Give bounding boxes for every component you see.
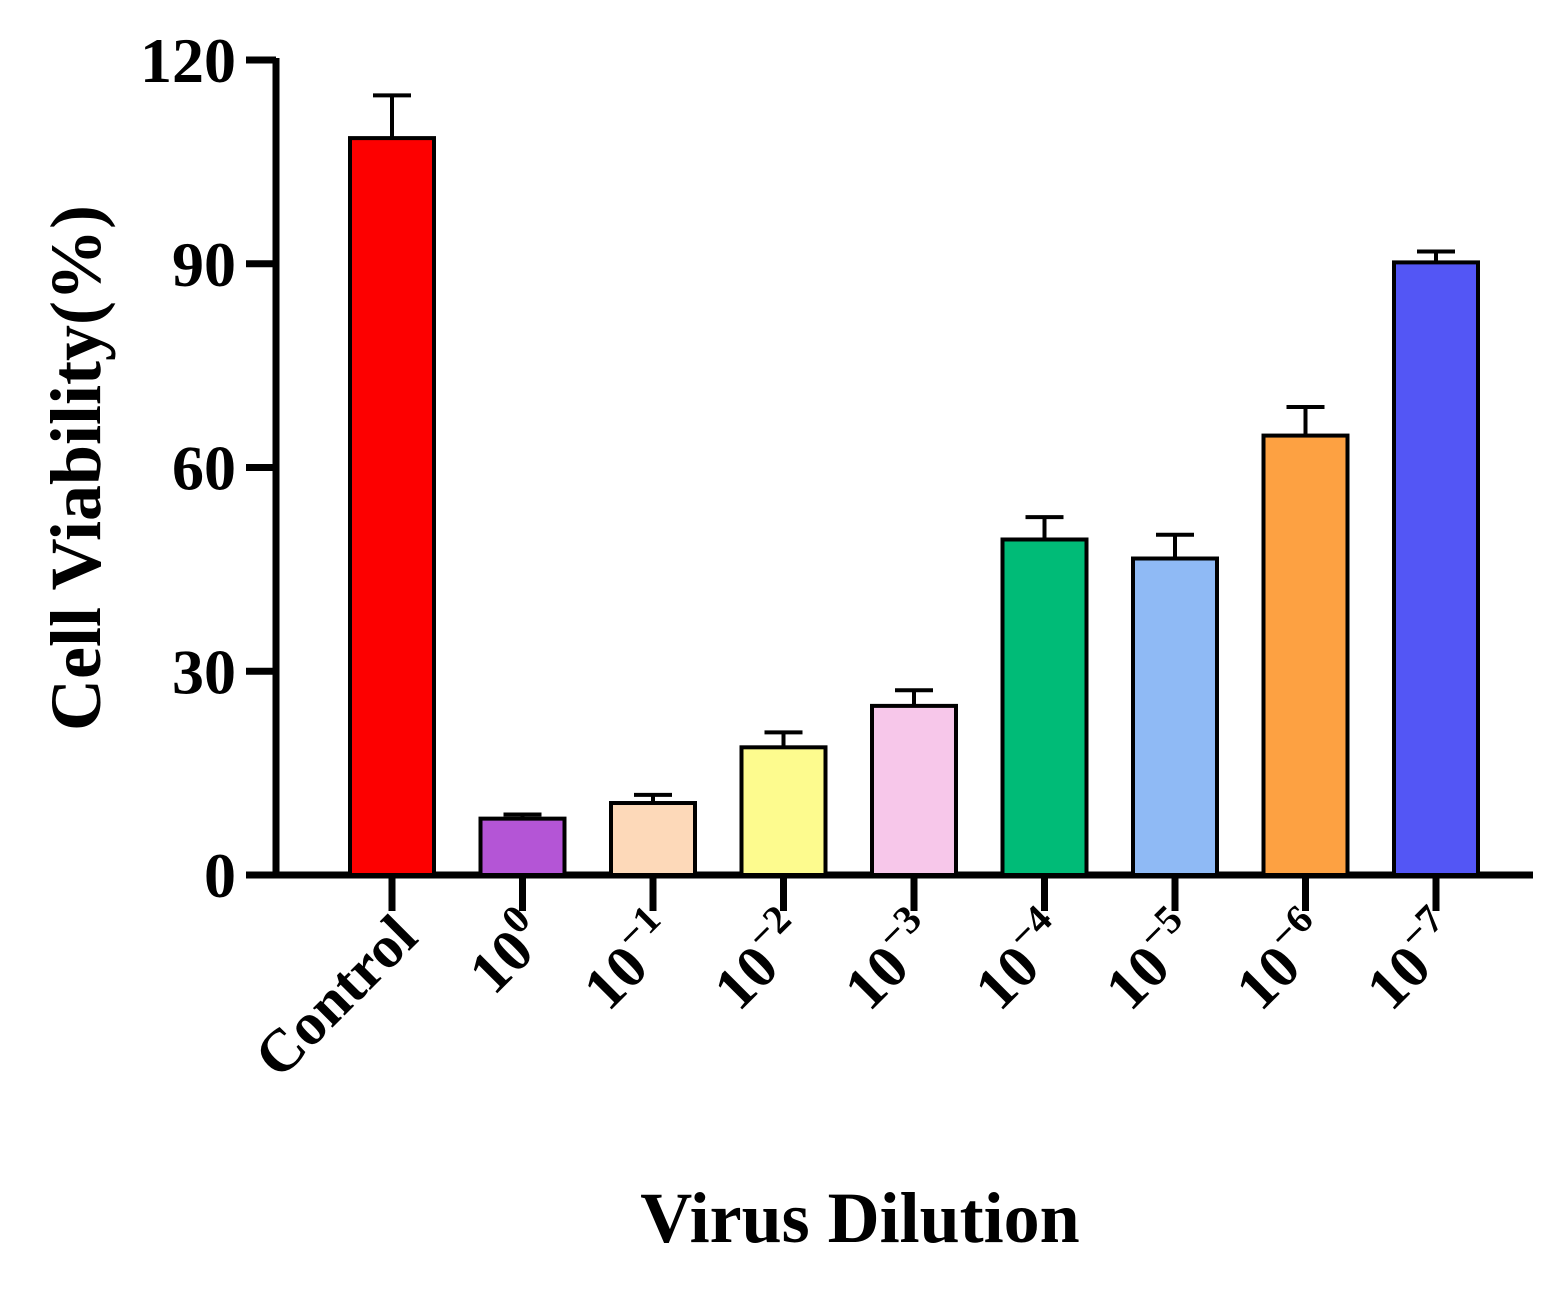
x-tick-label: 10−1 <box>564 896 690 1022</box>
bar <box>1261 433 1350 877</box>
x-tick-label-base: Control <box>242 903 429 1090</box>
bar <box>739 745 828 877</box>
x-tick-label: 10−3 <box>825 896 951 1022</box>
bar <box>1392 260 1480 877</box>
x-tick-label: 100 <box>450 896 560 1006</box>
bar <box>870 703 958 878</box>
x-tick-label: 10−5 <box>1086 896 1212 1022</box>
y-tick-label: 90 <box>172 229 236 300</box>
x-tick-label: Control <box>242 903 429 1090</box>
bar <box>1000 537 1089 877</box>
x-tick-label: 10−7 <box>1347 896 1473 1022</box>
bar <box>348 136 436 877</box>
bars <box>348 93 1480 878</box>
bar <box>609 801 697 878</box>
y-tick-label: 30 <box>172 636 236 707</box>
x-axis-label: Virus Dilution <box>640 1178 1079 1258</box>
x-tick-label: 10−4 <box>956 896 1082 1022</box>
y-tick-label: 0 <box>204 840 236 911</box>
x-tick-label: 10−2 <box>695 896 821 1022</box>
y-tick-label: 60 <box>172 433 236 504</box>
y-axis-label: Cell Viability(%) <box>36 205 116 731</box>
x-tick-label: 10−6 <box>1217 896 1343 1022</box>
bar <box>478 816 567 877</box>
bar <box>1131 556 1219 878</box>
y-tick-label: 120 <box>140 25 236 96</box>
